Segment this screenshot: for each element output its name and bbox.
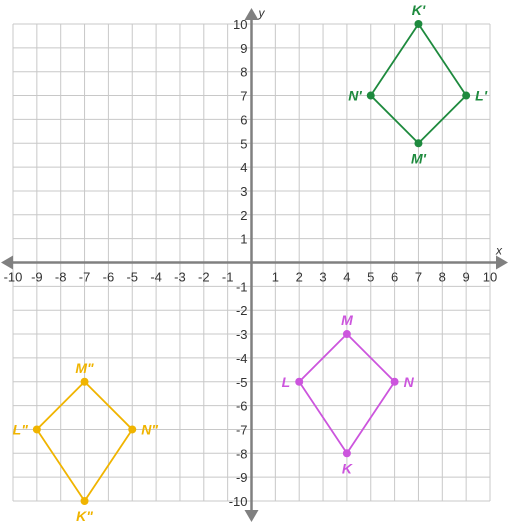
y-tick-label: 4	[240, 160, 247, 175]
x-tick-label: 8	[439, 270, 446, 285]
vertex-point	[390, 377, 399, 386]
x-tick-label: -10	[4, 270, 23, 285]
x-tick-label: -5	[126, 270, 138, 285]
vertex-point	[295, 377, 304, 386]
tick-labels: -10 -9 -8 -7 -6 -5 -4 -3 -2 -1 1 2 3 4 5 6 7 8 9 10-10-9-8-…	[4, 17, 498, 509]
y-tick-label: 9	[240, 41, 247, 56]
x-tick-label: -3	[174, 270, 186, 285]
x-tick-label: 4	[343, 270, 350, 285]
y-tick-label: -8	[236, 446, 248, 461]
vertex-point	[366, 91, 375, 100]
vertex-label: K"	[76, 508, 93, 524]
vertex-point	[414, 139, 423, 148]
quadrilateral: K' L' M' N'	[348, 2, 487, 166]
x-axis-right-arrow-icon	[496, 255, 508, 270]
vertex-point	[32, 425, 41, 434]
y-axis-label: y	[258, 6, 266, 20]
vertex-point	[462, 91, 471, 100]
y-tick-label: -6	[236, 399, 248, 414]
y-tick-label: -5	[236, 375, 248, 390]
y-tick-label: -7	[236, 422, 248, 437]
y-tick-label: 1	[240, 232, 247, 247]
x-tick-label: 7	[415, 270, 422, 285]
y-tick-label: -4	[236, 351, 248, 366]
quadrilateral: M" N" K" L"	[13, 360, 159, 524]
axes	[1, 8, 508, 522]
y-tick-label: 7	[240, 89, 247, 104]
vertex-label: L"	[13, 421, 29, 437]
x-tick-label: -4	[150, 270, 162, 285]
x-tick-label: 3	[319, 270, 326, 285]
vertex-point	[80, 377, 89, 386]
vertex-label: K'	[412, 2, 426, 18]
vertex-label: K	[342, 460, 353, 476]
x-tick-label: 1	[272, 270, 279, 285]
x-tick-label: 5	[367, 270, 374, 285]
x-tick-label: -2	[198, 270, 210, 285]
y-tick-label: -2	[236, 303, 248, 318]
y-tick-label: -10	[229, 494, 248, 509]
y-tick-label: 3	[240, 184, 247, 199]
x-tick-label: 10	[483, 270, 497, 285]
vertex-point	[414, 20, 423, 28]
y-tick-label: 2	[240, 208, 247, 223]
quadrilateral: M N K L	[282, 312, 415, 476]
vertex-point	[342, 449, 351, 458]
quadrilaterals: K' L' M' N' M N K L M" N" K" L"	[13, 2, 488, 524]
x-tick-label: 6	[391, 270, 398, 285]
x-tick-label: -8	[55, 270, 67, 285]
y-axis-down-arrow-icon	[244, 510, 259, 522]
vertex-point	[342, 330, 351, 339]
x-tick-label: 9	[463, 270, 470, 285]
y-tick-label: 6	[240, 112, 247, 127]
y-axis-up-arrow-icon	[244, 8, 259, 20]
vertex-label: M	[341, 312, 353, 328]
y-tick-label: -3	[236, 327, 248, 342]
y-tick-label: 10	[233, 17, 247, 32]
y-tick-label: 5	[240, 136, 247, 151]
vertex-label: L'	[475, 88, 488, 104]
y-tick-label: 8	[240, 65, 247, 80]
y-tick-label: -9	[236, 470, 248, 485]
vertex-point	[80, 497, 89, 505]
x-tick-label: -1	[222, 270, 234, 285]
vertex-point	[128, 425, 137, 434]
x-tick-label: -9	[31, 270, 43, 285]
vertex-label: M'	[411, 150, 427, 166]
x-axis-left-arrow-icon	[1, 255, 13, 270]
vertex-label: N	[404, 374, 415, 390]
vertex-label: M"	[75, 360, 94, 376]
vertex-label: N"	[141, 421, 158, 437]
x-tick-label: -6	[103, 270, 115, 285]
x-tick-label: 2	[296, 270, 303, 285]
vertex-label: N'	[348, 88, 362, 104]
vertex-label: L	[282, 374, 291, 390]
y-tick-label: -1	[236, 279, 248, 294]
x-tick-label: -7	[79, 270, 91, 285]
x-axis-label: x	[495, 244, 503, 258]
